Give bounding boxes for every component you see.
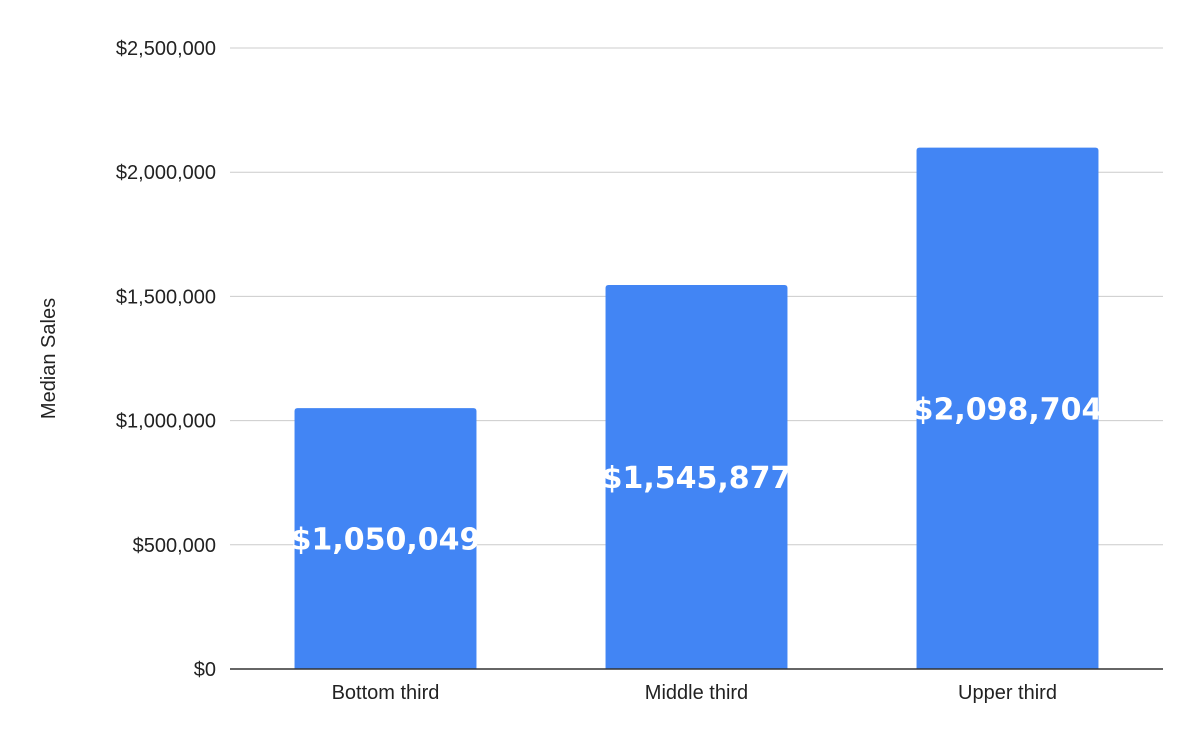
y-tick-label: $0 — [194, 659, 216, 681]
x-tick-label: Upper third — [958, 682, 1057, 704]
bar[interactable] — [605, 285, 788, 669]
x-tick-label: Middle third — [645, 682, 748, 704]
x-axis-tick-labels: Bottom third Middle third Upper third — [332, 682, 1057, 704]
y-axis-tick-labels: $0 $500,000 $1,000,000 $1,500,000 $2,000,000… — [116, 38, 216, 681]
bar[interactable] — [916, 147, 1099, 669]
data-label: $2,098,704 — [913, 392, 1103, 427]
bar[interactable] — [294, 408, 477, 669]
y-tick-label: $1,000,000 — [116, 411, 216, 433]
x-tick-label: Bottom third — [332, 682, 440, 704]
data-labels: $1,050,049 $1,545,877 $2,098,704 — [291, 392, 1103, 557]
y-tick-label: $2,000,000 — [116, 162, 216, 184]
y-tick-label: $500,000 — [133, 535, 216, 557]
y-axis-title: Median Sales — [38, 298, 60, 419]
bars — [294, 147, 1099, 669]
data-label: $1,050,049 — [291, 523, 481, 558]
y-tick-label: $2,500,000 — [116, 38, 216, 60]
data-label: $1,545,877 — [602, 461, 792, 496]
y-tick-label: $1,500,000 — [116, 286, 216, 308]
